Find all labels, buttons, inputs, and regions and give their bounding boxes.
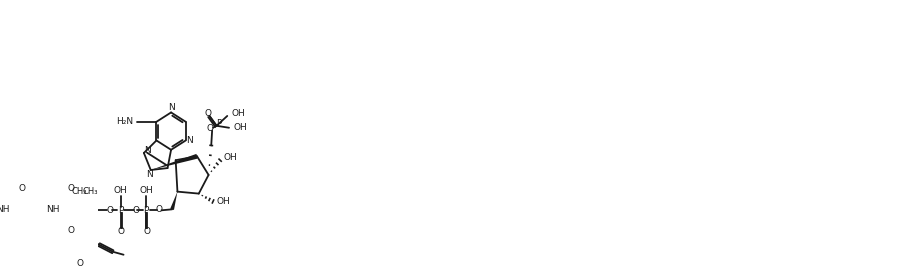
- Text: O: O: [132, 206, 140, 215]
- Text: O: O: [118, 227, 124, 237]
- Text: O: O: [76, 259, 84, 268]
- Text: O: O: [204, 109, 212, 117]
- Text: OH: OH: [140, 186, 153, 195]
- Text: P: P: [216, 119, 221, 128]
- Text: NH: NH: [46, 205, 59, 214]
- Text: N: N: [167, 103, 175, 112]
- Text: CH₃: CH₃: [72, 187, 87, 196]
- Text: H₂N: H₂N: [116, 117, 133, 126]
- Text: O: O: [143, 227, 150, 237]
- Text: OH: OH: [216, 197, 230, 206]
- Text: OH: OH: [223, 153, 237, 162]
- Text: N: N: [144, 146, 150, 155]
- Text: N: N: [146, 170, 153, 179]
- Text: O: O: [106, 206, 113, 215]
- Text: OH: OH: [233, 123, 248, 132]
- Text: CH₃: CH₃: [83, 187, 98, 196]
- Text: O: O: [68, 184, 75, 193]
- Text: NH: NH: [0, 205, 9, 214]
- Text: O: O: [18, 184, 25, 193]
- Polygon shape: [151, 154, 198, 170]
- Text: O: O: [68, 226, 75, 235]
- Text: OH: OH: [113, 186, 128, 195]
- Text: P: P: [144, 206, 149, 215]
- Text: O: O: [207, 124, 214, 133]
- Text: P: P: [118, 206, 123, 215]
- Text: O: O: [156, 205, 162, 214]
- Text: OH: OH: [231, 110, 246, 119]
- Polygon shape: [170, 192, 177, 210]
- Text: N: N: [186, 136, 193, 145]
